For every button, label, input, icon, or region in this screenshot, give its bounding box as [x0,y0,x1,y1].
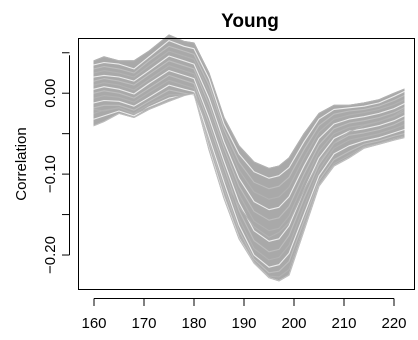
series-line-4 [93,55,405,211]
x-axis: 160 170 180 190 200 210 220 [81,298,407,332]
x-tick-label-6: 220 [381,315,406,332]
series-line-14 [93,92,405,282]
series-line-10 [93,84,405,268]
y-tick-label-1: −0.10 [42,155,59,193]
series-line-8 [93,74,405,253]
y-axis: 0.00 −0.10 −0.20 [42,52,70,274]
series-line-11 [93,89,405,274]
y-axis-label: Correlation [13,127,30,200]
x-tick-label-5: 210 [331,315,356,332]
x-tick-label-1: 170 [131,315,156,332]
series-line-9 [93,79,405,261]
plot-lines [93,34,405,282]
series-line-12 [93,93,405,278]
chart-title: Young [221,11,279,32]
x-tick-label-0: 160 [81,315,106,332]
series-line-15 [93,92,405,238]
series-line-0 [93,34,405,169]
series-line-6 [93,65,405,232]
series-line-2 [93,45,405,190]
x-tick-label-4: 200 [281,315,306,332]
series-line-5 [93,60,405,221]
series-line-1 [93,40,405,179]
y-tick-label-0: 0.00 [42,79,59,108]
series-line-3 [93,50,405,200]
y-tick-label-2: −0.20 [42,236,59,274]
x-tick-label-2: 180 [181,315,206,332]
plot-frame [78,38,415,290]
x-tick-label-3: 190 [231,315,256,332]
